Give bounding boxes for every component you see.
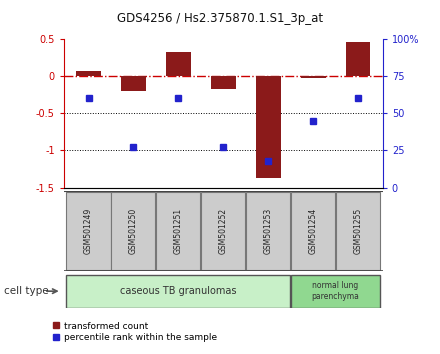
Bar [66, 192, 110, 270]
Text: normal lung
parenchyma: normal lung parenchyma [312, 281, 359, 301]
Bar [201, 192, 246, 270]
Bar [291, 192, 335, 270]
Text: GSM501251: GSM501251 [174, 208, 183, 254]
Bar [111, 192, 155, 270]
Text: GSM501252: GSM501252 [219, 208, 228, 254]
Text: caseous TB granulomas: caseous TB granulomas [120, 286, 237, 296]
Bar [336, 192, 380, 270]
Bar [346, 42, 370, 76]
Bar [156, 192, 200, 270]
Text: GSM501253: GSM501253 [264, 208, 273, 254]
Text: GSM501254: GSM501254 [308, 208, 318, 254]
Bar [121, 76, 146, 91]
Bar [66, 275, 290, 308]
Bar [246, 192, 290, 270]
Bar [76, 71, 101, 76]
Bar [291, 275, 380, 308]
Bar [166, 52, 191, 76]
Bar [211, 76, 236, 90]
Legend: transformed count, percentile rank within the sample: transformed count, percentile rank withi… [48, 318, 220, 346]
Bar [256, 76, 281, 178]
Text: GSM501255: GSM501255 [354, 208, 363, 254]
Text: cell type: cell type [4, 286, 49, 296]
Bar [301, 76, 326, 78]
Text: GDS4256 / Hs2.375870.1.S1_3p_at: GDS4256 / Hs2.375870.1.S1_3p_at [117, 12, 323, 25]
Text: GSM501250: GSM501250 [129, 208, 138, 254]
Text: GSM501249: GSM501249 [84, 208, 93, 254]
